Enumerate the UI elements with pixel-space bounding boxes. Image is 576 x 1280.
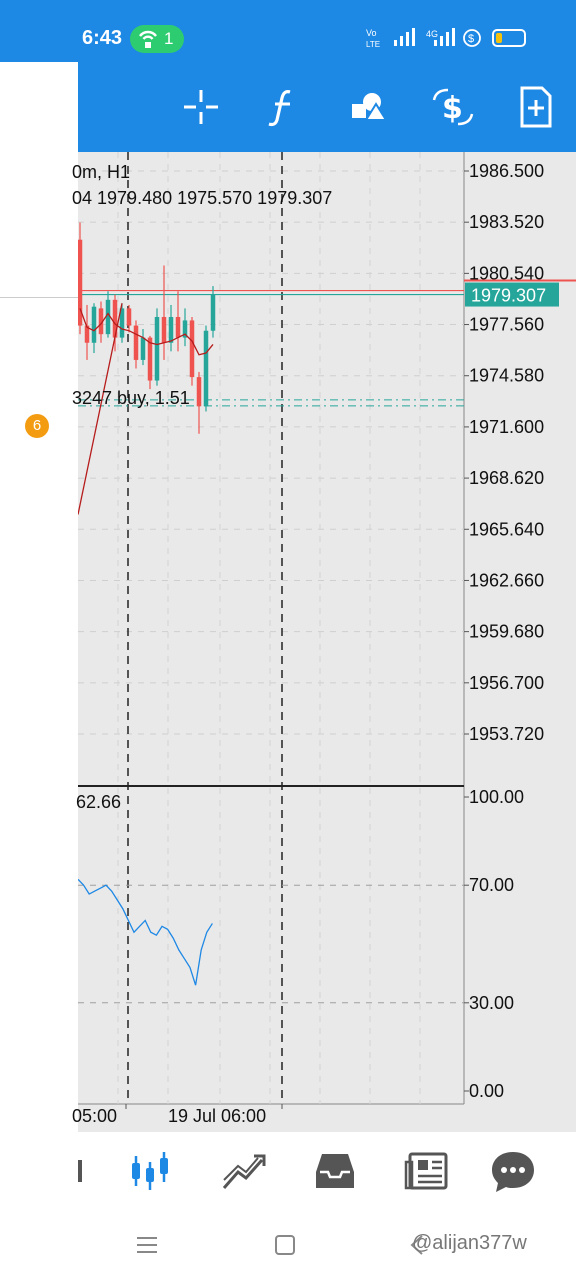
candle-body[interactable] (182, 320, 188, 338)
price-tick-label: 1971.600 (469, 417, 544, 437)
history-icon[interactable] (310, 1146, 360, 1196)
trade-icon[interactable]: $ (428, 82, 478, 132)
price-tick-label: 1983.520 (469, 212, 544, 232)
svg-text:LTE: LTE (366, 40, 380, 49)
order-label[interactable]: 3247 buy, 1.51 (72, 388, 190, 408)
svg-text:$: $ (468, 33, 474, 45)
chart-ohlc-readout: 04 1979.480 1975.570 1979.307 (72, 188, 333, 208)
quotes-icon[interactable] (56, 1146, 106, 1196)
chart-icon[interactable] (126, 1146, 176, 1196)
candle-body[interactable] (203, 330, 209, 407)
chart-toolbar: $ (78, 62, 576, 152)
side-drawer: 6 (0, 62, 78, 1210)
candle-body[interactable] (78, 239, 83, 326)
osc-tick-label: 0.00 (469, 1081, 504, 1101)
svg-text:$: $ (442, 91, 463, 126)
battery-icon (492, 29, 526, 47)
status-time: 6:43 (82, 27, 123, 49)
current-price-label: 1979.307 (471, 286, 546, 306)
price-tick-label: 1959.680 (469, 622, 544, 642)
candle-body[interactable] (147, 337, 153, 381)
price-tick-label: 1977.560 (469, 315, 544, 335)
svg-text:4G: 4G (426, 29, 438, 39)
menu-icon[interactable] (132, 1230, 162, 1260)
price-tick-label: 1968.620 (469, 468, 544, 488)
price-tick-label: 1956.700 (469, 673, 544, 693)
price-chart[interactable]: 1986.500 1983.520 1980.540 1977.560 1974.580… (72, 152, 576, 1132)
chart-canvas[interactable]: 1986.500 1983.520 1980.540 1977.560 1974.580… (78, 152, 576, 1132)
price-tick-label: 1962.660 (469, 570, 544, 590)
hotspot-count: 1 (164, 29, 174, 48)
candle-body[interactable] (161, 316, 167, 343)
watermark: @alijan377w (412, 1232, 527, 1254)
trade-nav-icon[interactable] (218, 1146, 268, 1196)
new-chart-icon[interactable] (510, 82, 560, 132)
messages-icon[interactable] (488, 1146, 538, 1196)
oscillator-line (78, 878, 213, 986)
current-price-tag[interactable] (465, 282, 559, 307)
candle-body[interactable] (112, 299, 118, 338)
hotspot-indicator: 1 (130, 25, 184, 53)
bottom-navigation (78, 1132, 576, 1210)
candle-body[interactable] (119, 308, 125, 338)
price-tick-label: 1974.580 (469, 366, 544, 386)
time-label-2: 19 Jul 06:00 (168, 1106, 267, 1126)
home-icon[interactable] (270, 1230, 300, 1260)
hotspot-icon (139, 30, 157, 48)
candle-body[interactable] (105, 299, 111, 335)
candle-body[interactable] (98, 308, 104, 335)
function-icon[interactable] (260, 82, 310, 132)
osc-tick-label: 100.00 (469, 787, 524, 807)
price-tick-label: 1986.500 (469, 161, 544, 181)
osc-tick-label: 70.00 (469, 875, 514, 895)
news-icon[interactable] (402, 1146, 452, 1196)
signal-icon: Vo LTE 4G $ (366, 28, 481, 49)
candle-body[interactable] (154, 316, 160, 381)
price-tick-label: 1965.640 (469, 519, 544, 539)
candle-body[interactable] (140, 337, 146, 360)
objects-icon[interactable] (344, 82, 394, 132)
osc-tick-label: 30.00 (469, 993, 514, 1013)
candle-body[interactable] (133, 325, 139, 360)
candle-body[interactable] (175, 316, 181, 338)
status-bar: 6:43 1 Vo LTE 4G $ (0, 0, 576, 62)
candle-body[interactable] (196, 377, 202, 407)
moving-average-line (79, 308, 214, 356)
price-tick-label: 1953.720 (469, 724, 544, 744)
drawer-badge[interactable]: 6 (25, 414, 49, 438)
candle-body[interactable] (168, 316, 174, 343)
candle-body[interactable] (84, 325, 90, 343)
chart-symbol-label: 0m, H1 (72, 162, 131, 182)
price-tick-label: 1980.540 (469, 263, 544, 283)
time-label-1: 05:00 (72, 1106, 118, 1126)
back-icon[interactable] (402, 1230, 432, 1260)
crosshair-icon[interactable] (176, 82, 226, 132)
candle-body[interactable] (210, 294, 216, 331)
trend-line (78, 303, 123, 515)
candle-body[interactable] (189, 320, 195, 378)
candle-body[interactable] (91, 306, 97, 343)
drawer-divider (0, 297, 78, 298)
candle-body[interactable] (126, 308, 132, 326)
svg-text:Vo: Vo (366, 28, 377, 38)
oscillator-value: 62.66 (76, 792, 122, 812)
system-navigation: @alijan377w (0, 1210, 576, 1280)
